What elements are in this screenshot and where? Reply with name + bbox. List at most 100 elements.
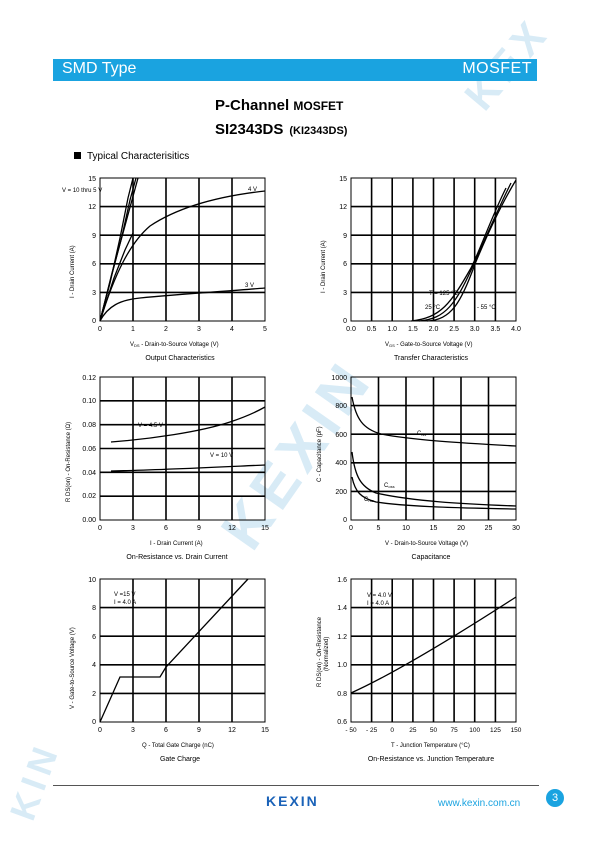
y-tick: 6 [92, 261, 96, 268]
y-tick: 0.04 [82, 470, 96, 477]
x-tick: 15 [430, 525, 438, 532]
page-number: 3 [546, 789, 564, 807]
x-tick: 75 [450, 727, 458, 734]
y-axis-label: I - Drain Current (A) [70, 245, 76, 298]
x-tick: 3 [197, 326, 201, 333]
x-tick: 3 [131, 727, 135, 734]
y-tick: 1000 [331, 375, 347, 382]
section-heading: Typical Characterisitics [74, 151, 189, 162]
y-tick: 800 [335, 403, 347, 410]
y-tick: 12 [339, 204, 347, 211]
y-tick: 400 [335, 460, 347, 467]
y-axis-label: I - Drain Current (A) [321, 240, 327, 293]
y-tick: 9 [343, 233, 347, 240]
y-tick: 1.2 [337, 634, 347, 641]
x-axis-label: VGS - Gate-to-Source Voltage (V) [385, 342, 473, 348]
x-tick: 25 [409, 727, 417, 734]
x-tick: 9 [197, 525, 201, 532]
x-tick: 15 [261, 525, 269, 532]
x-tick: 1.5 [408, 326, 418, 333]
x-tick: - 50 [345, 727, 357, 734]
capacitance-label-crss: Crss [364, 497, 374, 503]
y-tick: 6 [92, 634, 96, 641]
x-tick: 1.0 [387, 326, 397, 333]
y-tick: 6 [343, 261, 347, 268]
temp-label-id: I = 4.0 A [367, 601, 389, 607]
y-tick: 3 [343, 290, 347, 297]
capacitance-label-coss: Coss [384, 483, 395, 489]
x-tick: 2 [164, 326, 168, 333]
x-axis-label: I - Drain Current (A) [150, 541, 203, 547]
x-tick: 50 [430, 727, 438, 734]
x-tick: - 25 [366, 727, 378, 734]
x-tick: 1 [131, 326, 135, 333]
x-tick: 0.0 [346, 326, 356, 333]
chart-caption: On-Resistance vs. Drain Current [126, 554, 227, 561]
chart-caption: Transfer Characteristics [394, 355, 469, 362]
header-banner: SMD Type MOSFET [53, 59, 537, 81]
header-category: MOSFET [462, 60, 532, 77]
x-tick: 0 [390, 727, 394, 734]
x-tick: 12 [228, 727, 236, 734]
chart-caption: On-Resistance vs. Junction Temperature [368, 756, 494, 763]
x-axis-label: T - Junction Temperature (°C) [391, 743, 470, 749]
output-characteristics-chart: V = 10 thru 5 V 4 V 3 V 0 1 2 3 4 5 0 3 … [62, 176, 267, 362]
x-tick: 30 [512, 525, 520, 532]
chart-caption: Output Characteristics [145, 355, 215, 362]
kexin-logo: KEXIN [266, 793, 319, 809]
y-tick: 1.0 [337, 662, 347, 669]
transfer-label-25: 25 °C [425, 305, 441, 311]
y-tick: 2 [92, 691, 96, 698]
y-tick: 0 [343, 517, 347, 524]
y-tick: 9 [92, 233, 96, 240]
y-tick: 0 [92, 318, 96, 325]
y-axis-label-normalized: (Normalized) [324, 637, 330, 671]
x-tick: 0.5 [367, 326, 377, 333]
transfer-label-m55: - 55 °C [477, 305, 496, 311]
x-tick: 3 [131, 525, 135, 532]
x-tick: 15 [261, 727, 269, 734]
x-tick: 3.0 [470, 326, 480, 333]
y-tick: 0.12 [82, 375, 96, 382]
capacitance-label-ciss: Ciss [417, 431, 426, 437]
x-tick: 0 [349, 525, 353, 532]
gate-charge-chart: V =15 V I = 4.0 A 0 3 6 9 12 15 0 2 4 6 … [70, 577, 269, 763]
y-tick: 15 [88, 176, 96, 183]
x-tick: 25 [485, 525, 493, 532]
x-axis-label: VDS - Drain-to-Source Voltage (V) [130, 342, 219, 348]
y-tick: 0.10 [82, 398, 96, 405]
y-tick: 0 [343, 318, 347, 325]
y-tick: 0 [92, 719, 96, 726]
y-tick: 3 [92, 290, 96, 297]
y-axis-label: R DS(on) - On-Resistance (Ω) [66, 422, 72, 502]
y-tick: 0.6 [337, 719, 347, 726]
x-tick: 125 [490, 727, 501, 734]
x-tick: 4 [230, 326, 234, 333]
x-tick: 100 [469, 727, 480, 734]
transfer-label-tc: T = 125 °C [429, 291, 458, 297]
x-tick: 20 [457, 525, 465, 532]
x-tick: 2.0 [429, 326, 439, 333]
x-tick: 12 [228, 525, 236, 532]
x-tick: 3.5 [491, 326, 501, 333]
y-axis-label: V - Gate-to-Source Voltage (V) [70, 627, 76, 709]
y-tick: 10 [88, 577, 96, 584]
y-tick: 4 [92, 662, 96, 669]
x-tick: 0 [98, 326, 102, 333]
x-tick: 5 [263, 326, 267, 333]
x-tick: 0 [98, 525, 102, 532]
website-link[interactable]: www.kexin.com.cn [438, 798, 521, 809]
chart-caption: Capacitance [412, 554, 451, 561]
on-resistance-vs-current-chart: V = 4.5 V V = 10 V 0 3 6 9 12 15 0.00 0.… [66, 375, 269, 561]
x-axis-label: Q - Total Gate Charge (nC) [142, 743, 214, 749]
x-tick: 0 [98, 727, 102, 734]
header-type: SMD Type [62, 60, 137, 77]
y-axis-label: C - Capacitance (pF) [317, 426, 323, 482]
y-tick: 1.6 [337, 577, 347, 584]
capacitance-chart: Ciss Coss Crss 0 5 10 15 20 25 30 0 200 … [317, 375, 520, 561]
y-tick: 12 [88, 204, 96, 211]
x-tick: 10 [402, 525, 410, 532]
on-resistance-vs-temperature-chart: V = 4.0 V I = 4.0 A - 50 - 25 0 25 50 75… [317, 577, 522, 763]
output-label-vgs: V = 10 thru 5 V [62, 188, 102, 194]
x-tick: 2.5 [449, 326, 459, 333]
